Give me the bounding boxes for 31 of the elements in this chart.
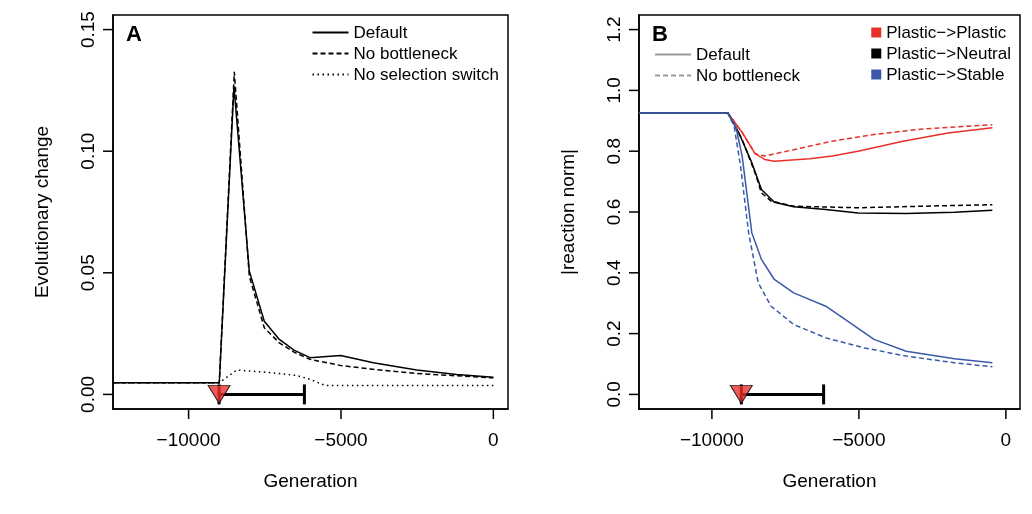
y-axis-title: Evolutionary change [31, 125, 52, 299]
legend-label: No selection switch [353, 65, 500, 84]
legend-label: No bottleneck [353, 44, 458, 63]
legend-label: No bottleneck [696, 66, 801, 85]
y-tick-label: 0.15 [77, 11, 98, 49]
x-tick-label: −10000 [156, 428, 221, 450]
legend-label: Default [696, 45, 751, 64]
x-tick-label: 0 [1000, 428, 1012, 450]
y-tick-label: 1.2 [603, 16, 624, 43]
y-tick-label: 0.0 [603, 381, 624, 408]
x-tick-label: −5000 [832, 428, 886, 450]
y-tick-label: 0.4 [603, 259, 624, 287]
chart-title: A [126, 20, 142, 46]
legend-label: Plastic−>Neutral [886, 44, 1012, 63]
y-tick-label: 0.10 [77, 132, 98, 170]
x-axis-title: Generation [782, 470, 877, 491]
y-tick-label: 0.6 [603, 198, 624, 226]
x-tick-label: 0 [488, 428, 499, 450]
legend-label: Plastic−>Stable [886, 65, 1005, 84]
y-axis-title: |reaction norm| [557, 148, 578, 276]
y-tick-label: 1.0 [603, 77, 624, 104]
y-tick-label: 0.05 [77, 254, 98, 292]
x-axis-title: Generation [263, 470, 358, 491]
x-tick-label: −5000 [314, 428, 368, 450]
y-tick-label: 0.2 [603, 320, 624, 347]
y-tick-label: 0.00 [77, 375, 98, 413]
chart-title: B [652, 20, 668, 46]
y-tick-label: 0.8 [603, 137, 624, 165]
legend-label: Plastic−>Plastic [886, 23, 1007, 42]
legend-label: Default [353, 23, 408, 42]
x-tick-label: −10000 [679, 428, 744, 450]
